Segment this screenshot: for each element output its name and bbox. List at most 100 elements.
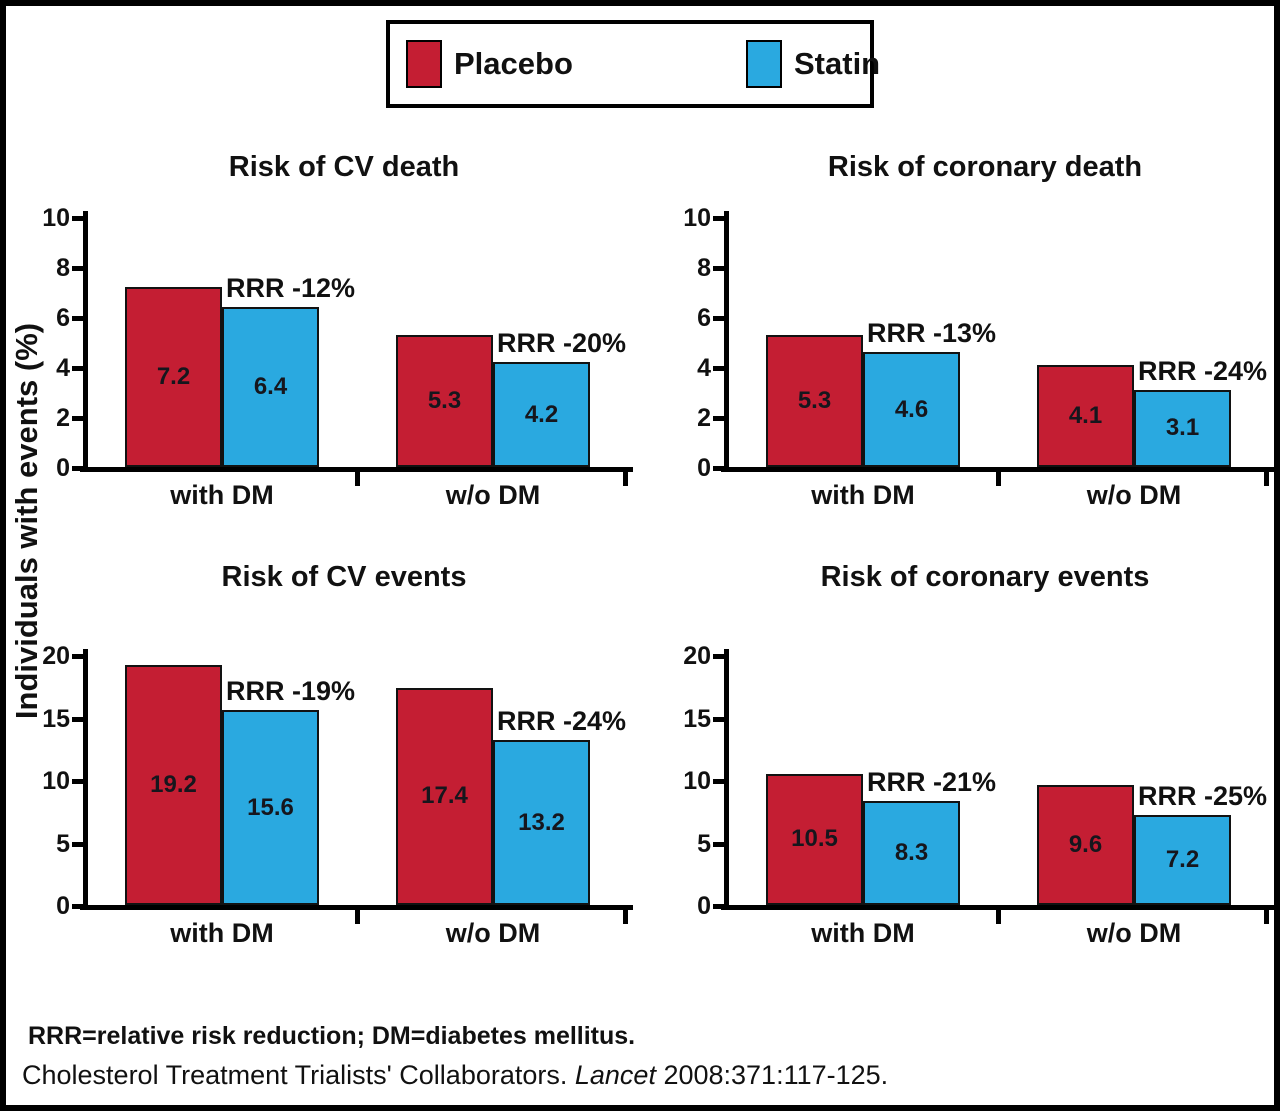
placebo-color-swatch (406, 40, 442, 88)
chart-panel-risk-coronary-events: Risk of coronary events 0 5 10 15 20 10.5 8.3 R… (683, 553, 1280, 958)
bar-value-statin: 13.2 (518, 808, 565, 836)
abbreviations-footnote: RRR=relative risk reduction; DM=diabetes… (28, 1022, 636, 1050)
bar-value-statin: 3.1 (1165, 414, 1200, 442)
y-axis-tick-label: 10 (42, 204, 70, 232)
y-axis-tick-label: 0 (697, 454, 711, 482)
bar-value-statin: 4.2 (524, 400, 559, 428)
y-axis-tick-label: 20 (42, 642, 70, 670)
chart-panel-risk-cv-death: Risk of CV death 0 2 4 6 8 10 7.2 6.4 RRR -12% wi… (42, 143, 667, 548)
rrr-annotation: RRR -12% (226, 273, 356, 303)
y-axis-tick (72, 654, 84, 659)
legend-label-placebo: Placebo (454, 46, 573, 81)
bar-placebo (396, 687, 493, 905)
chart-title: Risk of coronary events (820, 561, 1150, 593)
x-axis-mid-tick (355, 905, 360, 924)
rrr-annotation: RRR -21% (867, 767, 997, 798)
y-axis-tick (72, 779, 84, 784)
chart-panel-risk-coronary-death: Risk of coronary death 0 2 4 6 8 10 5.3 4.6 RRR … (683, 143, 1280, 548)
bar-placebo (766, 334, 863, 467)
bar-placebo (1037, 785, 1134, 905)
rrr-annotation: RRR -24% (1138, 355, 1268, 386)
bar-value-statin: 4.6 (894, 395, 929, 423)
chart-panel-risk-cv-events: Risk of CV events 0 5 10 15 20 19.2 15.6 RRR -1… (42, 553, 667, 958)
y-axis-tick-label: 8 (56, 254, 70, 282)
statin-color-swatch (746, 40, 782, 88)
y-axis-tick-label: 5 (697, 829, 711, 858)
y-axis-tick (713, 841, 725, 847)
chart-title: Risk of CV events (221, 561, 467, 593)
legend-label-statin: Statin (794, 46, 881, 81)
chart-title: Risk of coronary death (827, 151, 1143, 183)
bar-value-statin: 7.2 (1165, 846, 1200, 873)
y-axis-tick (72, 904, 84, 909)
rrr-annotation: RRR -19% (226, 676, 356, 706)
y-axis-tick (713, 466, 725, 471)
bar-statin (863, 801, 960, 905)
y-axis-tick (713, 654, 725, 659)
y-axis-tick-label: 15 (42, 704, 70, 733)
x-axis-end-tick (623, 467, 628, 486)
rrr-annotation: RRR -13% (867, 318, 997, 348)
bar-value-placebo: 17.4 (421, 782, 468, 810)
y-axis-tick (713, 416, 725, 421)
y-axis-tick (713, 366, 725, 371)
y-axis-tick-label: 4 (56, 354, 70, 382)
rrr-annotation: RRR -20% (497, 328, 627, 358)
y-axis-tick (713, 904, 725, 909)
y-axis-tick (713, 716, 725, 722)
chart-plot: 0 2 4 6 8 10 7.2 6.4 RRR -12% with DM 5.3 4.2 RRR -2… (42, 143, 667, 548)
bar-value-placebo: 7.2 (156, 363, 191, 390)
y-axis-tick-label: 6 (56, 304, 70, 332)
y-axis-tick (72, 216, 84, 221)
bar-placebo (1037, 364, 1134, 467)
chart-plot: 0 2 4 6 8 10 5.3 4.6 RRR -13% with DM 4.1 3.1 RRR -2… (683, 143, 1280, 548)
x-axis-category-label: with DM (170, 480, 274, 510)
y-axis-line (83, 649, 88, 910)
bar-value-statin: 8.3 (894, 839, 929, 867)
y-axis-line (724, 649, 729, 910)
y-axis-tick-label: 0 (56, 454, 70, 482)
x-axis-category-label: with DM (170, 918, 274, 948)
x-axis-category-label: w/o DM (1086, 918, 1182, 948)
bar-placebo (766, 773, 863, 905)
bar-statin (222, 307, 319, 467)
y-axis-tick-label: 0 (697, 892, 711, 920)
bar-placebo (396, 334, 493, 467)
y-axis-tick-label: 10 (42, 767, 70, 795)
bar-placebo (125, 287, 222, 467)
bar-value-placebo: 9.6 (1068, 831, 1103, 858)
y-axis-tick (72, 466, 84, 471)
x-axis-mid-tick (996, 467, 1001, 486)
y-axis-line (724, 211, 729, 472)
y-axis-tick-label: 6 (697, 304, 711, 332)
bar-statin (863, 352, 960, 467)
legend: Placebo Statin (386, 20, 880, 108)
y-axis-tick (713, 216, 725, 221)
citation-journal-name: Lancet (574, 1060, 656, 1090)
chart-plot: 0 5 10 15 20 10.5 8.3 RRR -21% with DM 9.6 7.2 RRR … (683, 553, 1280, 958)
y-axis-tick-label: 5 (56, 829, 70, 858)
y-axis-tick (713, 316, 725, 321)
bar-value-placebo: 10.5 (791, 825, 838, 853)
x-axis-end-tick (1264, 467, 1269, 486)
citation-text: Cholesterol Treatment Trialists' Collabo… (22, 1060, 575, 1090)
y-axis-tick-label: 10 (683, 767, 711, 795)
x-axis-mid-tick (355, 467, 360, 486)
bar-value-placebo: 5.3 (427, 386, 462, 414)
y-axis-tick (713, 266, 725, 271)
rrr-annotation: RRR -25% (1138, 781, 1268, 811)
y-axis-line (83, 211, 88, 472)
x-axis-mid-tick (996, 905, 1001, 924)
y-axis-tick-label: 2 (697, 404, 711, 432)
x-axis-end-tick (623, 905, 628, 924)
bar-statin (1134, 389, 1231, 467)
x-axis-category-label: with DM (811, 918, 915, 948)
rrr-annotation: RRR -24% (497, 706, 627, 736)
bar-value-placebo: 4.1 (1068, 401, 1103, 429)
y-axis-tick-label: 0 (56, 892, 70, 920)
x-axis-category-label: with DM (811, 480, 915, 510)
citation-reference: 2008:371:117-125. (655, 1060, 889, 1090)
citation-footnote: Cholesterol Treatment Trialists' Collabo… (22, 1060, 888, 1091)
x-axis-category-label: w/o DM (1086, 480, 1182, 510)
